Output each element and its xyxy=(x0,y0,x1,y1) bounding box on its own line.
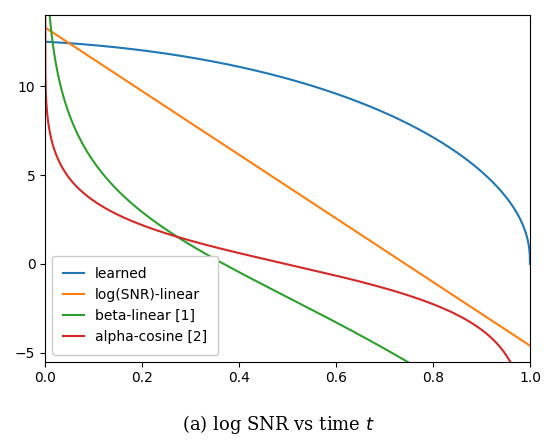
log(SNR)-linear xyxy=(424,275,430,281)
learned xyxy=(512,208,519,213)
alpha-cosine [2] xyxy=(67,176,73,181)
Line: alpha-cosine [2]: alpha-cosine [2] xyxy=(45,0,530,440)
alpha-cosine [2] xyxy=(512,371,519,376)
Line: learned: learned xyxy=(45,42,530,264)
learned xyxy=(513,209,519,214)
log(SNR)-linear xyxy=(512,334,519,339)
alpha-cosine [2] xyxy=(277,260,284,265)
Text: (a) log SNR vs time $t$: (a) log SNR vs time $t$ xyxy=(182,413,374,436)
learned xyxy=(277,74,284,80)
beta-linear [1] xyxy=(419,368,426,373)
learned xyxy=(42,39,48,44)
beta-linear [1] xyxy=(67,114,73,119)
Legend: learned, log(SNR)-linear, beta-linear [1], alpha-cosine [2]: learned, log(SNR)-linear, beta-linear [1… xyxy=(52,256,219,355)
beta-linear [1] xyxy=(424,368,430,373)
learned xyxy=(265,71,271,76)
alpha-cosine [2] xyxy=(424,299,430,304)
log(SNR)-linear xyxy=(277,180,284,185)
learned xyxy=(527,261,533,267)
Line: beta-linear [1]: beta-linear [1] xyxy=(45,0,530,370)
learned xyxy=(67,40,73,46)
beta-linear [1] xyxy=(513,368,519,373)
log(SNR)-linear xyxy=(527,343,533,348)
alpha-cosine [2] xyxy=(513,371,519,377)
log(SNR)-linear xyxy=(42,25,48,30)
log(SNR)-linear xyxy=(265,171,271,176)
beta-linear [1] xyxy=(527,368,533,373)
Line: log(SNR)-linear: log(SNR)-linear xyxy=(45,27,530,346)
log(SNR)-linear xyxy=(67,41,73,46)
beta-linear [1] xyxy=(513,368,519,373)
beta-linear [1] xyxy=(277,291,284,297)
alpha-cosine [2] xyxy=(265,257,271,263)
log(SNR)-linear xyxy=(513,334,519,339)
learned xyxy=(424,131,430,136)
beta-linear [1] xyxy=(265,285,271,290)
